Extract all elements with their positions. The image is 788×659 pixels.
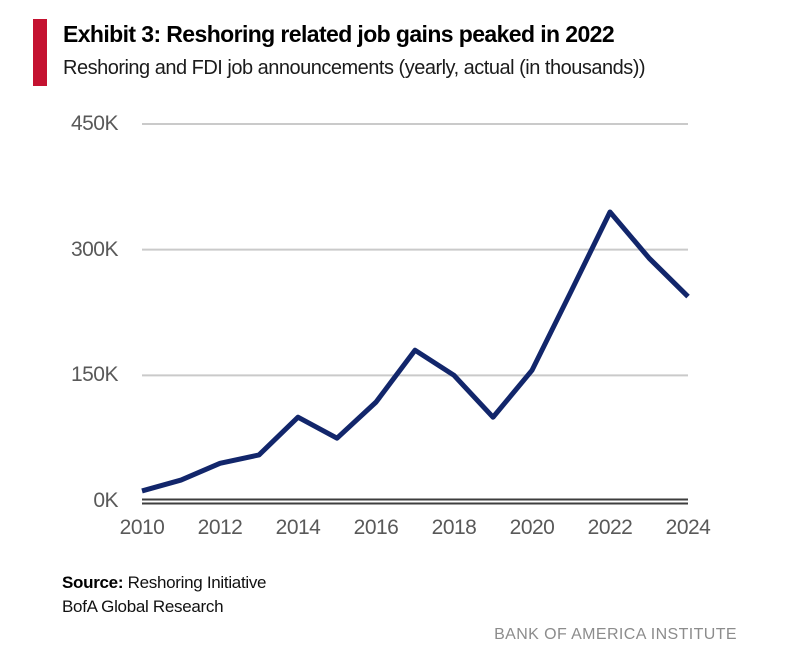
source-value: Reshoring Initiative bbox=[127, 573, 267, 592]
x-axis-tick-label: 2018 bbox=[431, 516, 477, 539]
x-axis-tick-label: 2016 bbox=[353, 516, 399, 539]
y-axis-tick-label: 450K bbox=[70, 112, 119, 135]
source-line-2: BofA Global Research bbox=[62, 597, 224, 616]
x-axis-tick-label: 2012 bbox=[197, 516, 243, 539]
x-axis-tick-label: 2022 bbox=[587, 516, 633, 539]
plot-area bbox=[141, 123, 690, 505]
chart-subtitle: Reshoring and FDI job announcements (yea… bbox=[63, 57, 646, 79]
y-axis-tick-label: 150K bbox=[70, 363, 119, 387]
x-axis-tick-label: 2014 bbox=[275, 516, 321, 539]
y-axis-tick-label: 0K bbox=[93, 489, 118, 512]
x-axis-tick-label: 2024 bbox=[665, 516, 711, 539]
exhibit-accent-bar bbox=[33, 19, 47, 86]
institute-wordmark: BANK OF AMERICA INSTITUTE bbox=[494, 626, 737, 643]
y-axis-tick-label: 300K bbox=[70, 237, 119, 261]
source-line: Source: Reshoring Initiative bbox=[62, 573, 267, 593]
data-line-reshoring-fdi bbox=[141, 209, 690, 494]
x-axis-tick-label: 2010 bbox=[119, 516, 165, 539]
line-chart: 0K 150K 300K 450K 2010 2012 2014 2016 2018 2020 2… bbox=[0, 100, 788, 550]
exhibit-title: Exhibit 3: Reshoring related job gains p… bbox=[63, 21, 615, 47]
x-axis-tick-label: 2020 bbox=[509, 516, 555, 539]
source-label: Source: bbox=[62, 573, 124, 592]
